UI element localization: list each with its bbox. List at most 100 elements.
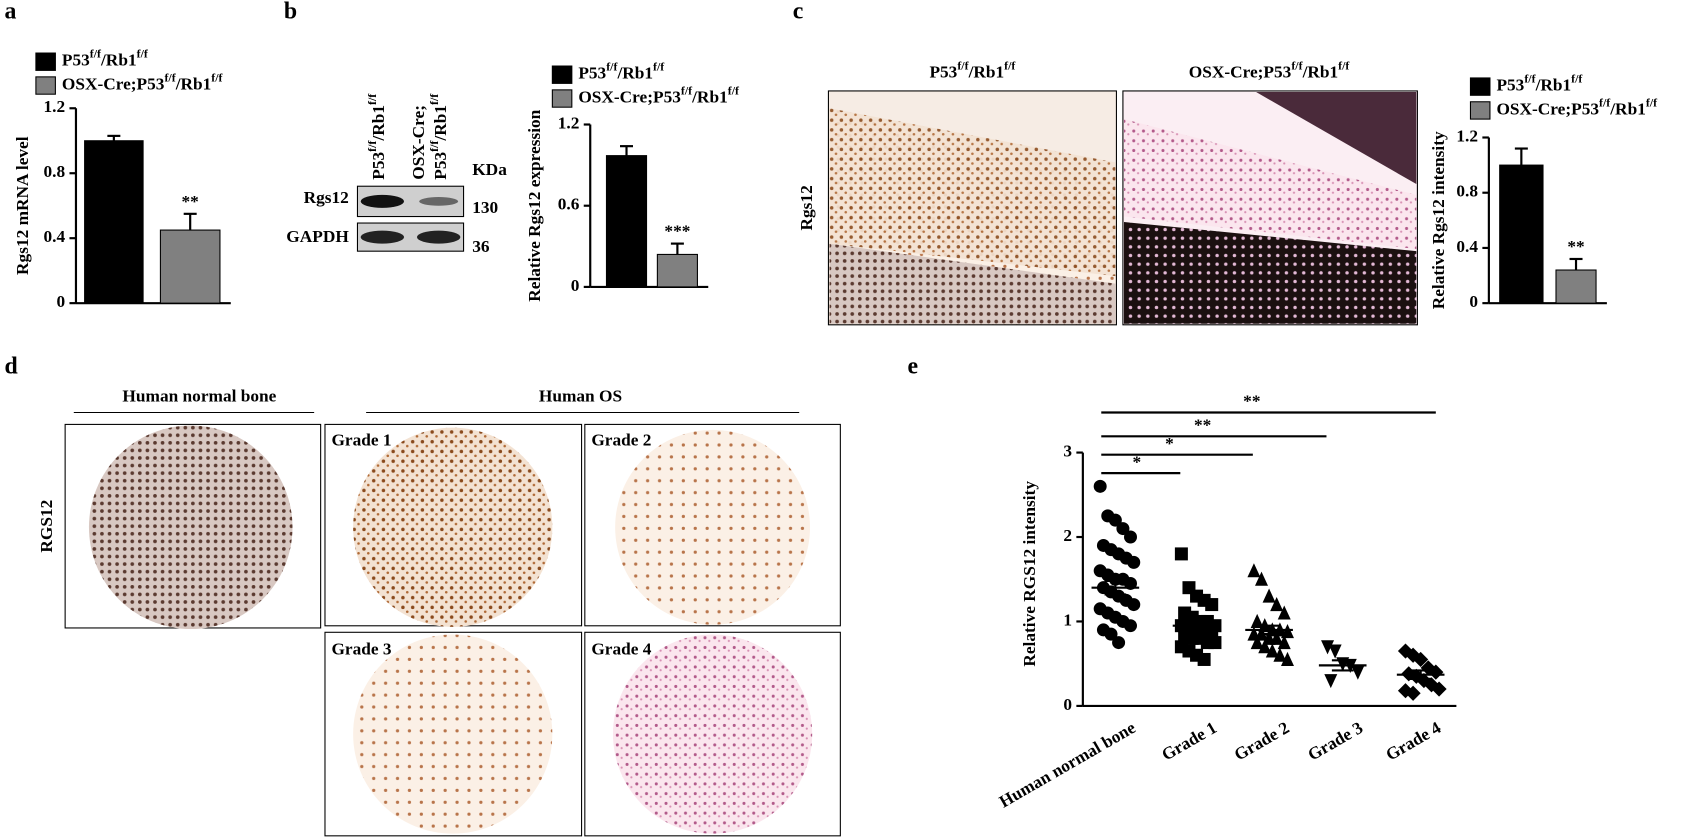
dot: [1280, 624, 1294, 639]
lane-label: OSX-Cre;: [409, 105, 428, 180]
dot: [1197, 652, 1211, 666]
tissue-layer: [1124, 119, 1417, 250]
grade-label: Grade 1: [331, 431, 391, 450]
y-axis-label: Relative RGS12 intensity: [1020, 481, 1039, 667]
dot: [1258, 639, 1272, 654]
lane-label: P53f/f/Rb1f/f: [365, 93, 388, 180]
dot: [1328, 644, 1342, 659]
dot: [1351, 665, 1365, 680]
legend-label: OSX-Cre;P53f/f/Rb1f/f: [62, 70, 224, 93]
panel-letter: c: [793, 0, 804, 24]
x-tick-label: Grade 2: [1231, 718, 1293, 765]
x-tick-label: Grade 3: [1305, 718, 1367, 765]
dot: [1431, 681, 1447, 697]
tma-core: [353, 427, 553, 627]
dot: [1116, 522, 1130, 536]
significance: **: [1567, 237, 1584, 256]
tissue-layer: [829, 108, 1116, 277]
bar: [605, 155, 648, 288]
legend-swatch: [1469, 77, 1491, 96]
dot: [1174, 547, 1188, 561]
group-label: Human normal bone: [122, 386, 276, 405]
y-tick-label: 0.8: [43, 162, 65, 181]
x-tick-label: Human normal bone: [996, 718, 1139, 812]
dot: [1112, 636, 1126, 650]
dot: [1270, 596, 1284, 612]
y-tick-label: 0.4: [43, 227, 65, 246]
dot: [1270, 630, 1284, 645]
y-axis-label: Relative Rgs12 expression: [525, 109, 544, 301]
blot-band: [417, 230, 461, 244]
dot: [1280, 651, 1294, 666]
legend-label: OSX-Cre;P53f/f/Rb1f/f: [578, 83, 740, 106]
legend-label: P53f/f/Rb1f/f: [1496, 71, 1583, 94]
dot: [1250, 613, 1264, 628]
tma-core: [353, 634, 553, 834]
tma-core: [88, 425, 293, 630]
y-tick-label: 1.2: [1456, 126, 1478, 145]
bar: [656, 253, 698, 288]
dot: [1208, 636, 1222, 650]
dot: [1262, 588, 1276, 603]
dot: [1255, 571, 1268, 586]
dot: [1324, 674, 1338, 689]
significance: **: [182, 192, 199, 211]
image-caption: OSX-Cre;P53f/f/Rb1f/f: [1189, 58, 1351, 81]
x-tick-label: Grade 1: [1158, 718, 1220, 765]
grade-label: Grade 4: [591, 640, 651, 659]
dot: [1104, 627, 1118, 641]
y-tick-label: 0.4: [1456, 237, 1478, 256]
tissue-layer: [1124, 221, 1417, 324]
blot-band: [419, 197, 459, 206]
dot: [1250, 634, 1264, 650]
panel-letter: d: [5, 354, 18, 380]
dot: [1247, 563, 1261, 578]
dot: [1108, 513, 1122, 527]
y-tick-label: 1.2: [43, 97, 65, 116]
western-blot: P53f/f/Rb1f/f OSX-Cre; P53f/f/Rb1f/f KDa…: [286, 93, 507, 256]
blot-unit: KDa: [472, 160, 507, 179]
bar: [1555, 269, 1597, 304]
dot: [1277, 634, 1291, 650]
y-tick-label: 0: [56, 292, 65, 311]
legend-swatch: [551, 65, 573, 84]
tma-core: [612, 634, 813, 834]
tissue-layer: [1256, 92, 1417, 185]
bar: [84, 140, 144, 304]
dot: [1428, 664, 1444, 680]
y-tick-label: 0: [1063, 695, 1072, 714]
stain-label: Rgs12: [797, 185, 816, 230]
y-tick-label: 0: [1469, 292, 1478, 311]
significance: *: [1133, 452, 1142, 471]
dot: [1124, 619, 1137, 633]
legend-label: P53f/f/Rb1f/f: [578, 59, 665, 82]
significance: ***: [664, 222, 690, 241]
y-tick-label: 3: [1063, 442, 1072, 461]
x-tick-label: Grade 4: [1383, 718, 1445, 765]
dot: [1265, 643, 1279, 658]
dot: [1277, 605, 1291, 620]
dot: [1127, 555, 1141, 569]
panel-letter: e: [907, 354, 918, 380]
blot-row-label: Rgs12: [304, 188, 349, 207]
image-caption: P53f/f/Rb1f/f: [929, 58, 1016, 81]
y-axis-label: Relative Rgs12 intensity: [1429, 131, 1448, 309]
panel-letter: a: [5, 0, 17, 24]
significance: **: [1243, 392, 1260, 411]
dot: [1127, 598, 1141, 612]
tma-core: [615, 429, 811, 625]
panel-letter: b: [284, 0, 297, 24]
legend-swatch: [35, 76, 56, 95]
legend-swatch: [1469, 101, 1491, 120]
dot: [1321, 640, 1335, 655]
grade-label: Grade 3: [331, 640, 391, 659]
y-tick-label: 2: [1063, 526, 1072, 545]
bar: [159, 229, 221, 304]
blot-band: [360, 194, 405, 208]
y-tick-label: 0: [571, 276, 580, 295]
dot: [1093, 479, 1107, 493]
y-axis-label: Rgs12 mRNA level: [13, 136, 32, 275]
blot-size: 36: [472, 237, 490, 256]
grade-label: Grade 2: [591, 431, 651, 450]
